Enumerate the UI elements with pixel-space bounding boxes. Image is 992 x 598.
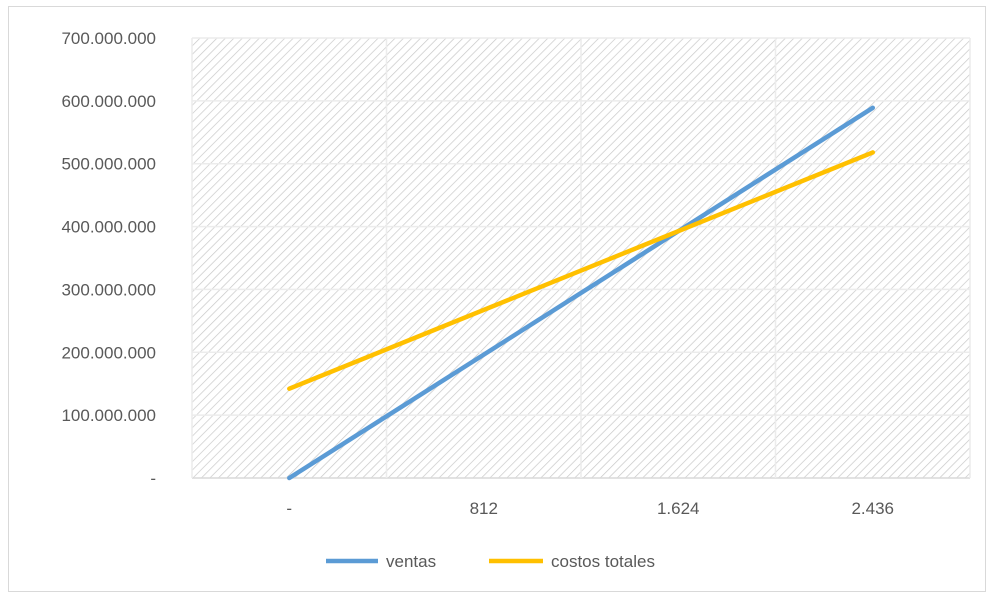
- series-line-2: [287, 150, 876, 391]
- y-tick-label: -: [150, 469, 156, 488]
- x-tick-label: 2.436: [851, 499, 894, 518]
- legend-label: ventas: [386, 552, 436, 571]
- series-line-1: [287, 105, 876, 481]
- y-tick-label: 300.000.000: [61, 280, 156, 299]
- x-tick-label: -: [286, 499, 292, 518]
- x-tick-label: 812: [470, 499, 498, 518]
- y-tick-label: 700.000.000: [61, 29, 156, 48]
- y-tick-label: 100.000.000: [61, 406, 156, 425]
- y-tick-label: 500.000.000: [61, 155, 156, 174]
- x-tick-label: 1.624: [657, 499, 700, 518]
- y-tick-label: 400.000.000: [61, 218, 156, 237]
- y-tick-label: 200.000.000: [61, 343, 156, 362]
- legend-label: costos totales: [551, 552, 655, 571]
- y-tick-label: 600.000.000: [61, 92, 156, 111]
